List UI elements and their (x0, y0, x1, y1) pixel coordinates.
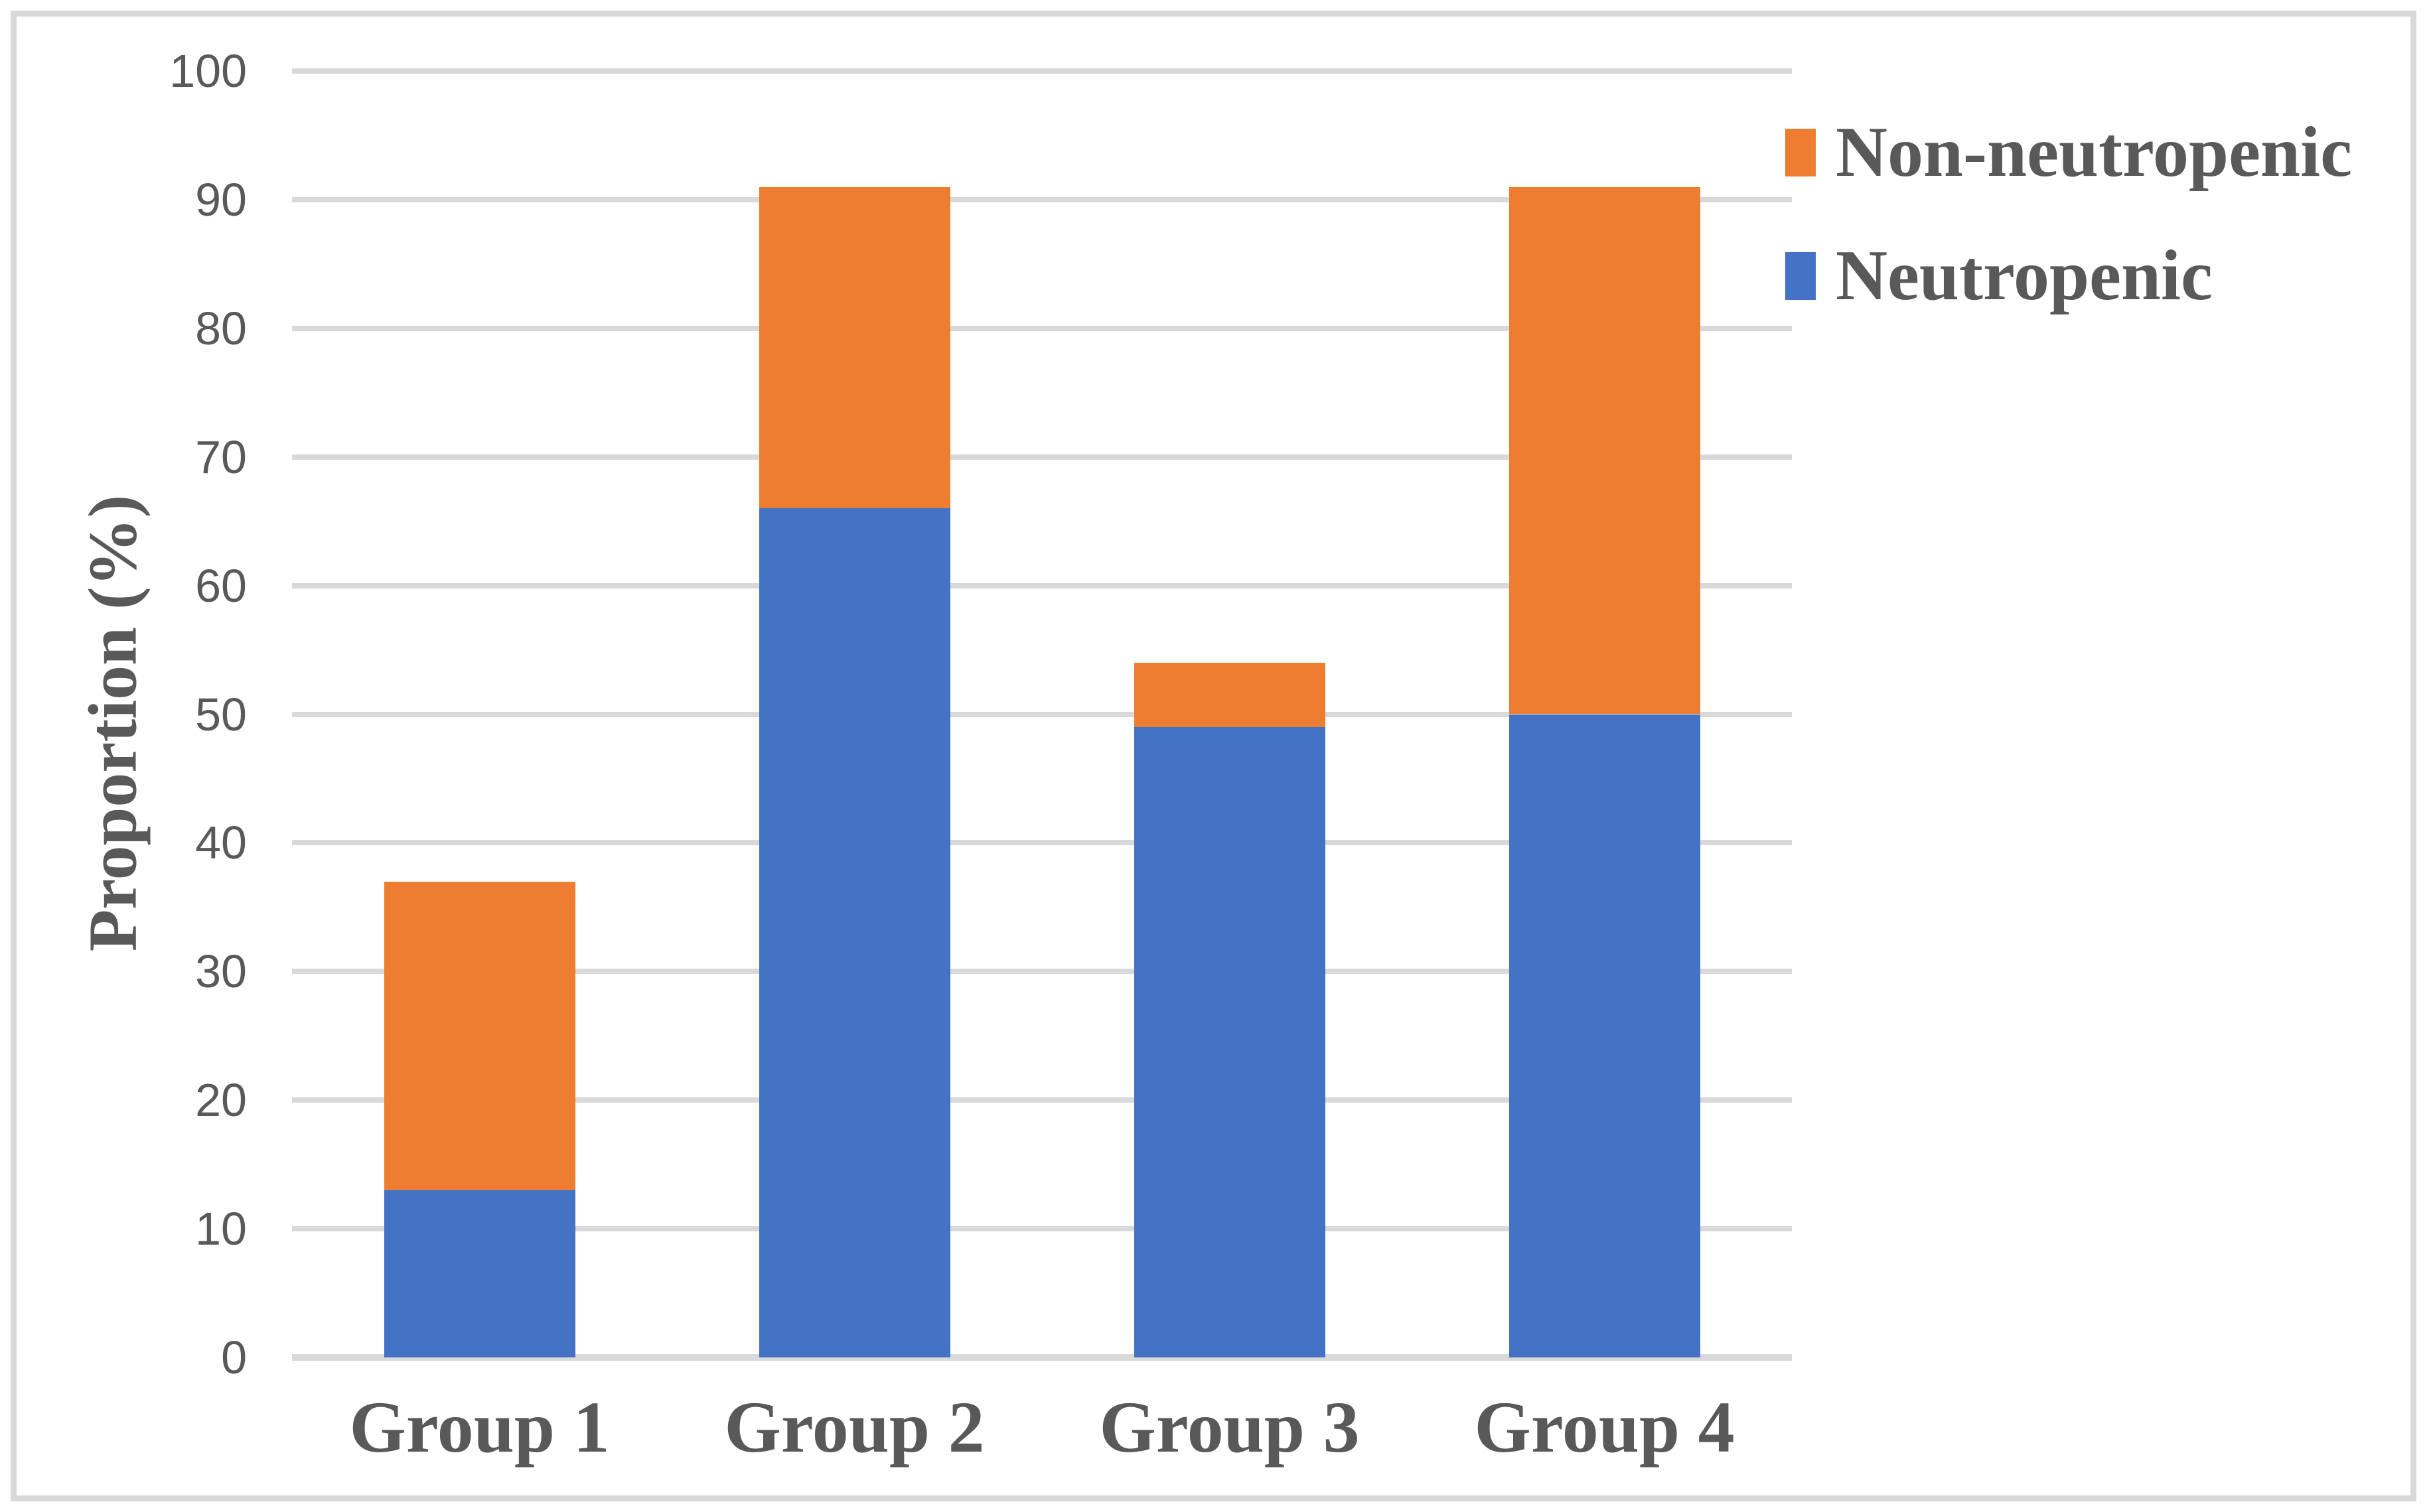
y-tick-label: 90 (195, 173, 247, 226)
y-tick-label: 60 (195, 559, 247, 612)
gridline (292, 1097, 1792, 1103)
gridline (292, 583, 1792, 588)
bar-segment-non-neutropenic (1508, 186, 1700, 715)
bar-segment-neutropenic (1134, 726, 1325, 1357)
y-tick-label: 70 (195, 431, 247, 483)
gridline (292, 196, 1792, 202)
y-tick-label: 20 (195, 1074, 247, 1127)
y-tick-label: 100 (169, 45, 247, 97)
legend-label: Neutropenic (1836, 236, 2213, 315)
legend-swatch-icon (1785, 129, 1816, 176)
x-category-label: Group 2 (724, 1387, 985, 1468)
bar-segment-neutropenic (759, 508, 950, 1357)
x-category-label: Group 1 (349, 1387, 610, 1468)
legend-item-neutropenic: Neutropenic (1785, 240, 2213, 312)
gridline (292, 454, 1792, 460)
bar-segment-non-neutropenic (759, 186, 950, 509)
y-tick-label: 40 (195, 817, 247, 869)
legend-swatch-icon (1785, 252, 1816, 300)
figure-border (11, 11, 2416, 1501)
legend-label: Non-neutropenic (1836, 113, 2353, 192)
gridline (292, 711, 1792, 717)
y-tick-label: 0 (221, 1332, 247, 1383)
gridline (292, 840, 1792, 846)
y-tick-label: 80 (195, 302, 247, 354)
gridline (292, 1226, 1792, 1232)
gridline (292, 325, 1792, 331)
x-axis-line (292, 1354, 1792, 1361)
legend-item-non-neutropenic: Non-neutropenic (1785, 116, 2352, 189)
bar-segment-non-neutropenic (1134, 662, 1325, 727)
gridline (292, 969, 1792, 975)
bar-segment-non-neutropenic (384, 881, 575, 1190)
bar-segment-neutropenic (1508, 714, 1700, 1357)
x-category-label: Group 4 (1474, 1387, 1735, 1468)
x-category-label: Group 3 (1099, 1387, 1360, 1468)
y-tick-label: 10 (195, 1203, 247, 1255)
gridline (292, 68, 1792, 74)
y-tick-label: 30 (195, 945, 247, 998)
y-tick-label: 50 (195, 688, 247, 740)
bar-segment-neutropenic (384, 1190, 575, 1357)
